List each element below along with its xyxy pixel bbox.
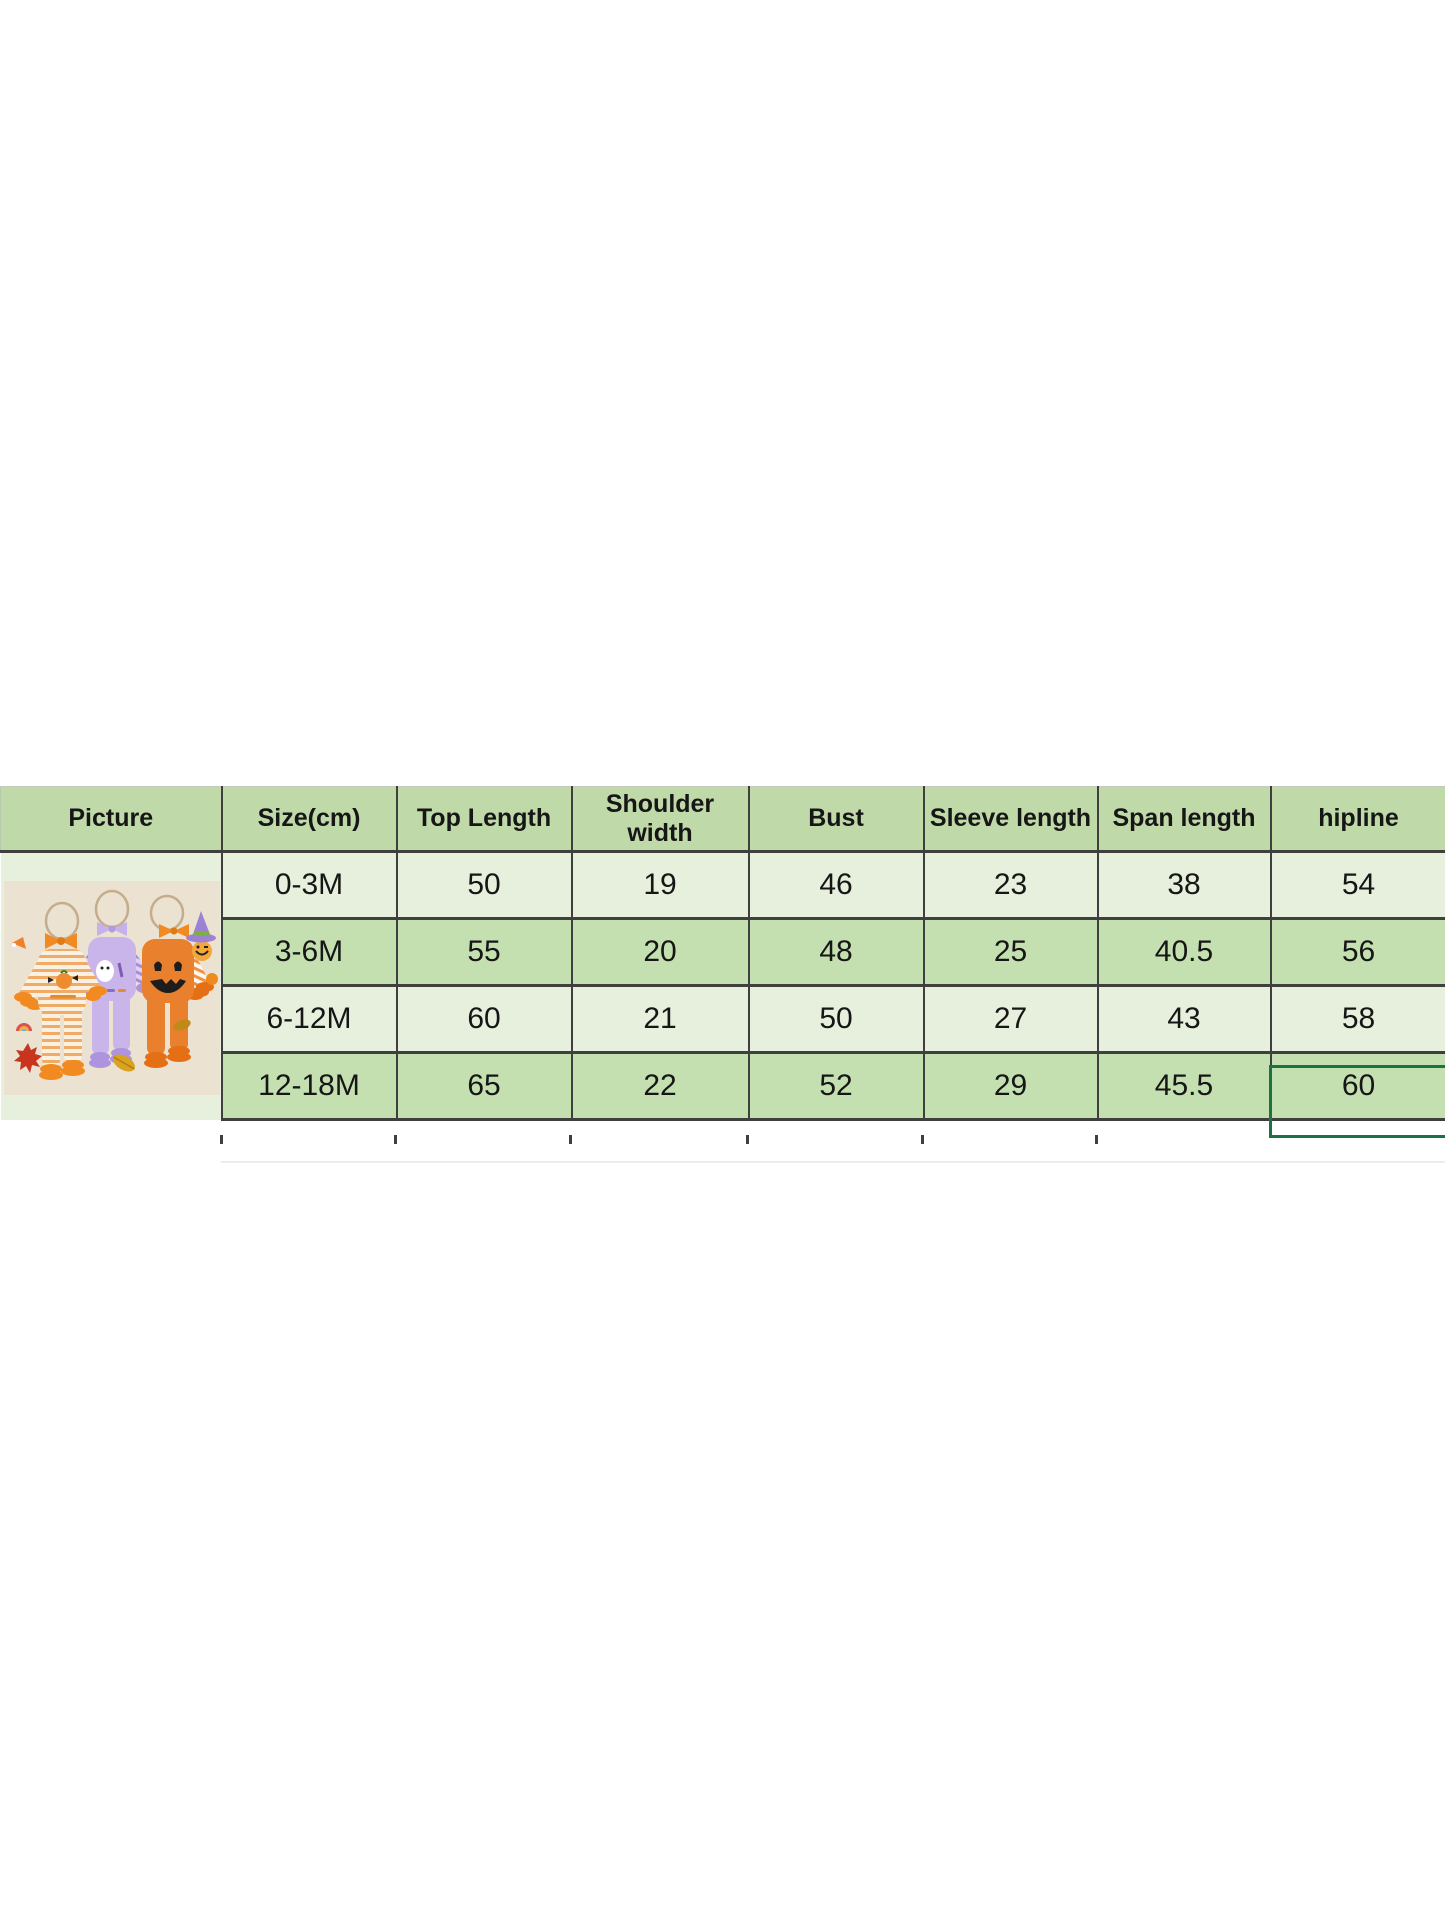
value-cell: 40.5 bbox=[1096, 917, 1272, 987]
size-cell: 3-6M bbox=[220, 917, 398, 987]
size-chart: Picture Size(cm) Top Length Shoulder wid… bbox=[0, 786, 1445, 1163]
value-cell: 43 bbox=[1096, 984, 1272, 1054]
column-header-top-length: Top Length bbox=[395, 786, 573, 853]
value-cell: 25 bbox=[922, 917, 1099, 987]
header-row: Picture Size(cm) Top Length Shoulder wid… bbox=[0, 786, 1445, 853]
romper-striped-orange bbox=[13, 902, 107, 1081]
value-cell: 23 bbox=[922, 850, 1099, 920]
yellow-leaf-icon bbox=[112, 1054, 135, 1072]
value-cell: 38 bbox=[1096, 850, 1272, 920]
value-cell: 65 bbox=[395, 1051, 573, 1121]
column-header-sleeve-length: Sleeve length bbox=[922, 786, 1099, 853]
value-cell: 22 bbox=[570, 1051, 750, 1121]
truncated-row-faint-line bbox=[221, 1161, 1445, 1163]
size-cell: 12-18M bbox=[220, 1051, 398, 1121]
grid-stub bbox=[569, 1135, 572, 1144]
column-header-size: Size(cm) bbox=[220, 786, 398, 853]
value-cell: 60 bbox=[1269, 1051, 1445, 1121]
small-pumpkin-icon bbox=[205, 973, 218, 986]
size-chart-table: Picture Size(cm) Top Length Shoulder wid… bbox=[0, 786, 1445, 1121]
value-cell: 46 bbox=[747, 850, 925, 920]
grid-stub bbox=[1095, 1135, 1098, 1144]
grid-stub bbox=[746, 1135, 749, 1144]
value-cell: 55 bbox=[395, 917, 573, 987]
size-cell: 6-12M bbox=[220, 984, 398, 1054]
value-cell: 52 bbox=[747, 1051, 925, 1121]
column-header-shoulder-width: Shoulder width bbox=[570, 786, 750, 853]
column-header-hipline: hipline bbox=[1269, 786, 1445, 853]
table-row-3-6m: 3-6M 55 20 48 25 40.5 56 bbox=[1, 917, 1445, 987]
witch-hat-pumpkin-icon bbox=[185, 911, 216, 962]
product-photo-image bbox=[3, 881, 220, 1096]
red-maple-leaf-icon bbox=[13, 1043, 42, 1074]
value-cell: 19 bbox=[570, 850, 750, 920]
grid-stub bbox=[394, 1135, 397, 1144]
value-cell: 56 bbox=[1269, 917, 1445, 987]
candy-corn-icon bbox=[11, 937, 26, 950]
value-cell: 20 bbox=[570, 917, 750, 987]
value-cell: 58 bbox=[1269, 984, 1445, 1054]
column-header-span-length: Span length bbox=[1096, 786, 1272, 853]
size-cell: 0-3M bbox=[220, 850, 398, 920]
column-header-picture: Picture bbox=[0, 786, 223, 853]
golden-leaf-icon bbox=[172, 1019, 191, 1031]
value-cell: 21 bbox=[570, 984, 750, 1054]
value-cell: 45.5 bbox=[1096, 1051, 1272, 1121]
picture-cell bbox=[0, 850, 223, 1120]
grid-stub bbox=[921, 1135, 924, 1144]
table-row-6-12m: 6-12M 60 21 50 27 43 58 bbox=[1, 984, 1445, 1054]
table-row-12-18m: 12-18M 65 22 52 29 45.5 60 bbox=[1, 1051, 1445, 1121]
value-cell: 29 bbox=[922, 1051, 1099, 1121]
value-cell: 60 bbox=[395, 984, 573, 1054]
value-cell: 27 bbox=[922, 984, 1099, 1054]
rainbow-patch-icon bbox=[15, 1023, 32, 1032]
halloween-decorations bbox=[11, 911, 218, 1074]
column-header-bust: Bust bbox=[747, 786, 925, 853]
value-cell: 48 bbox=[747, 917, 925, 987]
value-cell: 50 bbox=[395, 850, 573, 920]
table-row-0-3m: 0-3M 50 19 46 23 38 54 bbox=[0, 850, 1445, 1120]
grid-stub bbox=[220, 1135, 223, 1144]
value-cell: 50 bbox=[747, 984, 925, 1054]
value-cell: 54 bbox=[1269, 850, 1445, 920]
